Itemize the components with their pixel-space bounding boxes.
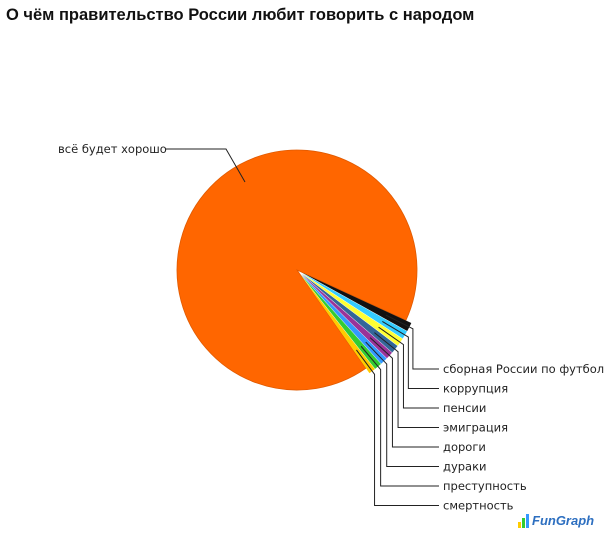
- leader-line: [165, 148, 246, 183]
- slice-label: коррупция: [443, 382, 508, 396]
- pie-slice: [301, 273, 398, 353]
- pie-slice: [301, 274, 393, 359]
- chart-title: О чём правительство России любит говорит…: [6, 6, 475, 24]
- pie-slice: [301, 273, 403, 346]
- pie-slices: [176, 149, 418, 391]
- logo-text: FunGraph: [532, 513, 595, 528]
- leader-line: [369, 337, 439, 448]
- pie-slice: [176, 149, 418, 391]
- leader-line: [382, 320, 439, 389]
- fungraph-logo: FunGraph: [518, 508, 594, 528]
- slice-label: дураки: [443, 460, 487, 474]
- leader-line: [356, 349, 439, 506]
- slice-label: пенсии: [443, 401, 486, 415]
- pie-slice: [302, 273, 408, 339]
- slice-label: дороги: [443, 440, 486, 454]
- leader-line: [360, 345, 439, 487]
- slice-label: сборная России по футболу: [443, 362, 604, 376]
- leader-line: [365, 341, 439, 467]
- slice-label: всё будет хорошо: [58, 142, 167, 156]
- pie-slice: [302, 272, 412, 332]
- leader-lines: [165, 148, 439, 506]
- slice-label: смертность: [443, 499, 514, 513]
- pie-slice: [300, 274, 381, 369]
- leader-line: [374, 332, 439, 428]
- pie-slice: [301, 274, 387, 364]
- pie-slice: [300, 274, 375, 374]
- slice-labels: всё будет хорошо сборная России по футбол…: [58, 142, 604, 513]
- slice-label: эмиграция: [443, 421, 508, 435]
- slice-label: преступность: [443, 479, 527, 493]
- logo-bars-icon: [518, 514, 529, 528]
- leader-line: [385, 314, 439, 370]
- leader-line: [378, 326, 439, 409]
